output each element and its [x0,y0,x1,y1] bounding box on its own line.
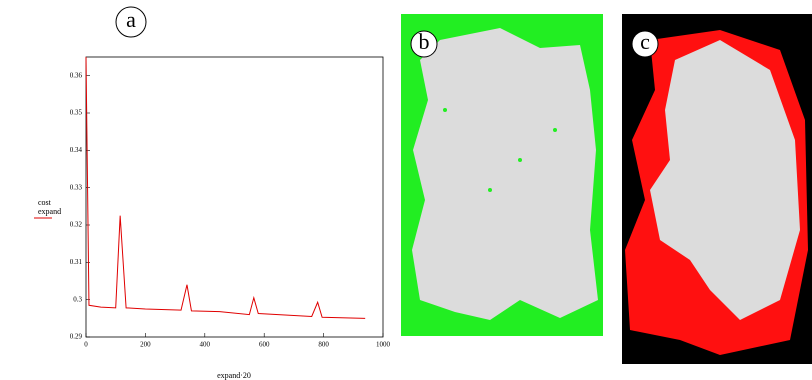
y-tick-label: 0.31 [70,258,83,266]
x-tick-label: 0 [84,341,88,349]
figure: a cost expand expand·20 b c 0.29 0.3 0.31 0… [0,0,812,380]
x-axis-label: expand·20 [217,371,251,380]
data-line [86,57,365,318]
legend-sub: expand [38,207,61,216]
x-tick-label: 200 [140,341,151,349]
y-tick-label: 0.32 [70,221,83,229]
panel-label: c [640,29,650,54]
y-tick-label: 0.36 [70,71,83,79]
panel-label: a [126,7,136,32]
image-b [401,14,603,336]
y-tick-label: 0.35 [70,109,83,117]
plot-frame [86,57,383,337]
y-tick-label: 0.33 [70,183,83,191]
y-tick-label: 0.34 [70,146,83,154]
x-tick-label: 600 [259,341,270,349]
y-tick-label: 0.3 [73,295,82,303]
x-tick-label: 400 [200,341,211,349]
y-tick-label: 0.29 [70,333,83,341]
x-tick-label: 1000 [376,341,391,349]
legend-label: cost [38,198,52,207]
panel-label: b [419,29,430,54]
image-c [622,14,812,364]
x-tick-label: 800 [318,341,329,349]
